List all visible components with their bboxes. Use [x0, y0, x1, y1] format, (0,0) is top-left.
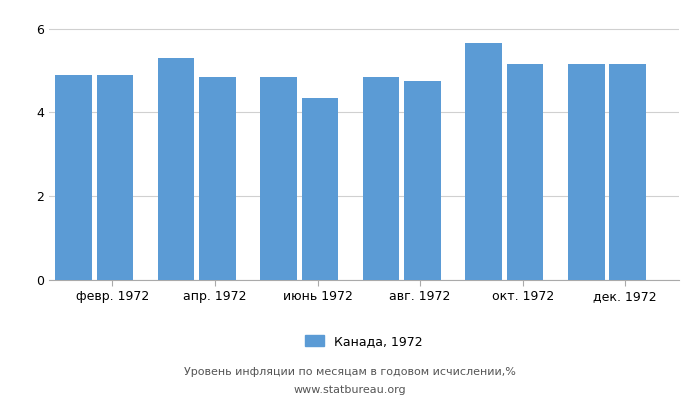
- Bar: [610, 64, 646, 280]
- Bar: [302, 98, 338, 280]
- Bar: [568, 64, 605, 280]
- Bar: [507, 64, 543, 280]
- Bar: [199, 77, 236, 280]
- Bar: [97, 75, 133, 280]
- Bar: [55, 75, 92, 280]
- Text: Уровень инфляции по месяцам в годовом исчислении,%: Уровень инфляции по месяцам в годовом ис…: [184, 367, 516, 377]
- Bar: [405, 81, 441, 280]
- Text: www.statbureau.org: www.statbureau.org: [294, 385, 406, 395]
- Bar: [363, 77, 400, 280]
- Legend: Канада, 1972: Канада, 1972: [300, 330, 428, 353]
- Bar: [466, 43, 502, 280]
- Bar: [158, 58, 195, 280]
- Bar: [260, 77, 297, 280]
